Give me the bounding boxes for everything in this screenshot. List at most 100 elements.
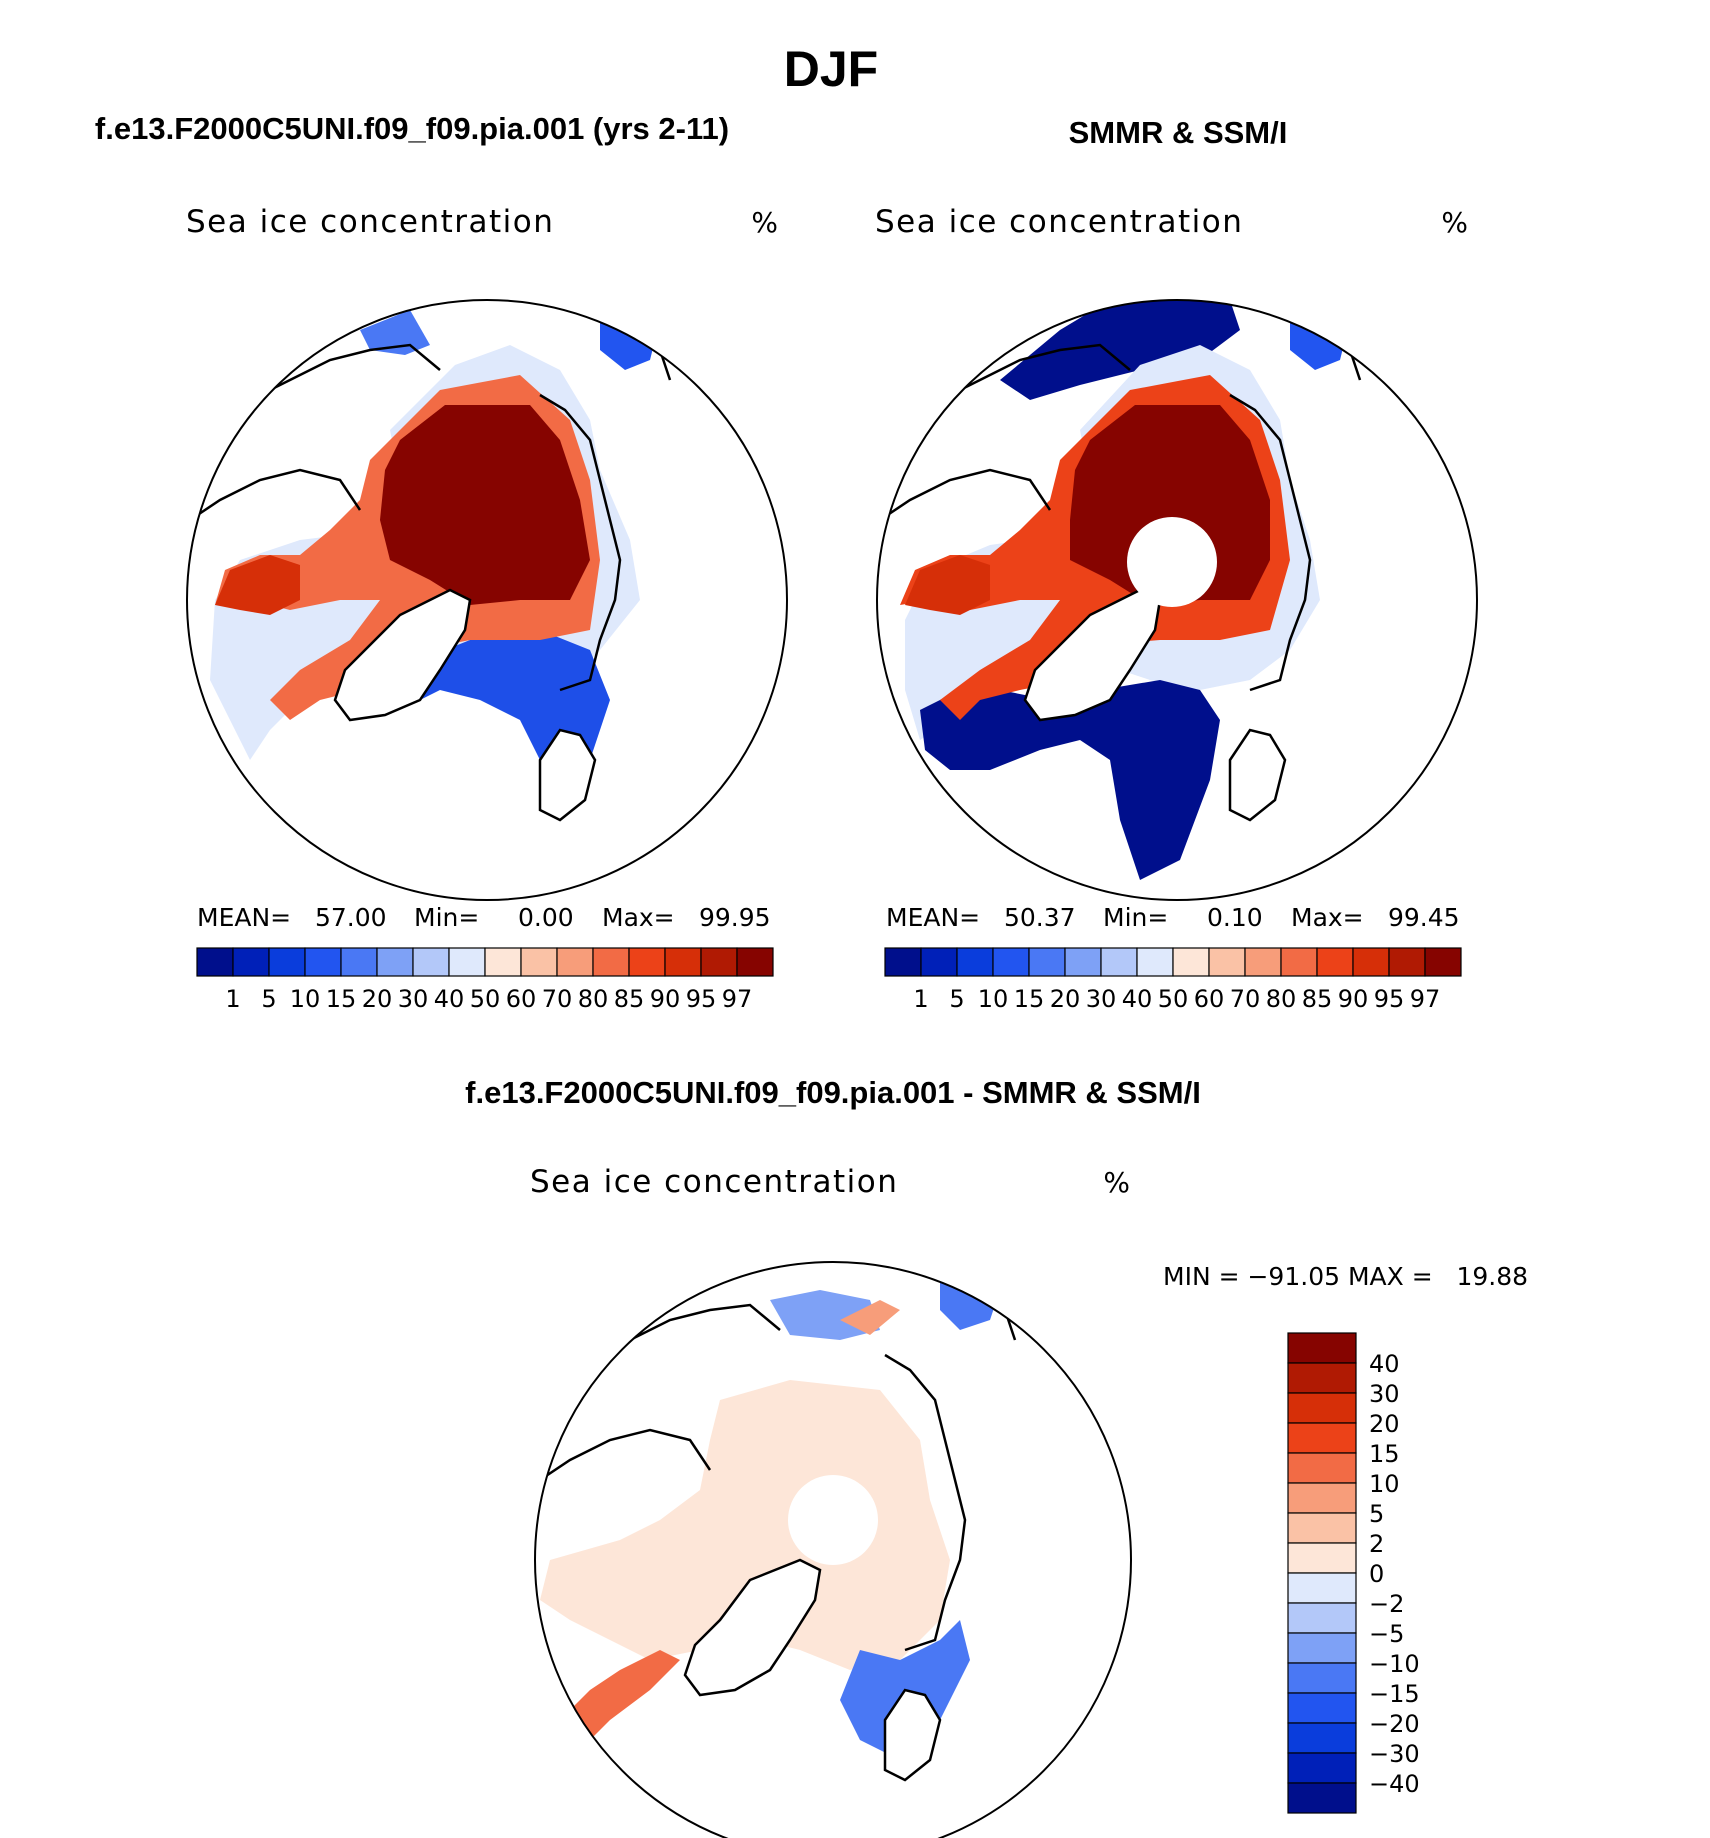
colorbar-tick-label: 90 [1338,985,1369,1013]
colorbar-box [1287,1782,1357,1814]
pole-hole [1127,517,1217,607]
model-map-border [186,299,788,901]
left-subtitle: Sea ice concentration [186,204,554,240]
colorbar-box [1287,1332,1357,1364]
model-max-label: Max= [602,903,675,932]
colorbar-box [556,947,594,977]
model-min-label: Min= [414,903,479,932]
diff-field-base [540,1380,950,1670]
right-subtitle: Sea ice concentration [875,204,1243,240]
colorbar-tick-label: 40 [1122,985,1153,1013]
colorbar-box [1287,1752,1357,1784]
left-units: % [751,206,778,239]
ice-field-hudson [905,555,990,615]
diff-field-blue-labrador [545,1740,590,1790]
coast-north-america [539,1428,712,1482]
colorbar-box [1136,947,1174,977]
land-greenland [683,1558,822,1697]
coast-eurasia [1229,393,1312,692]
colorbar-tick-label: −10 [1369,1650,1420,1678]
land-scandinavia [883,1688,942,1782]
colorbar-box [340,947,378,977]
colorbar-tick-label: 70 [542,985,573,1013]
colorbar-tick-label: 15 [326,985,357,1013]
colorbar-box [1388,947,1426,977]
colorbar-tick-label: −30 [1369,1740,1420,1768]
colorbar-box [920,947,958,977]
colorbar-box [1287,1482,1357,1514]
colorbar-tick-label: 0 [1369,1560,1384,1588]
obs-max-label: Max= [1291,903,1364,932]
coast-north-america [879,468,1052,522]
ice-field-hudson [215,555,300,615]
colorbar-tick-label: 20 [1369,1410,1400,1438]
colorbar-box [1352,947,1390,977]
colorbar-box [1287,1392,1357,1424]
colorbar-tick-label: 40 [434,985,465,1013]
colorbar-tick-label: 85 [614,985,645,1013]
obs-map [876,299,1478,901]
colorbar-box [268,947,306,977]
colorbar-tick-label: −5 [1369,1620,1404,1648]
colorbar-tick-label: 5 [261,985,276,1013]
diff-field-blue-pacific [770,1290,880,1340]
colorbar-tick-label: 5 [949,985,964,1013]
colorbar-box [1244,947,1282,977]
colorbar-box [232,947,270,977]
colorbar-tick-label: −2 [1369,1590,1404,1618]
diff-field-red-labrador [560,1650,680,1750]
coast-north-america [189,468,362,522]
coast-eurasia [539,393,622,692]
diff-units: % [1103,1166,1130,1199]
land-greenland [333,588,472,722]
obs-mean-label: MEAN= [886,903,980,932]
right-units: % [1441,206,1468,239]
coast-alaska [939,343,1131,402]
pole-hole [788,1475,878,1565]
colorbar-tick-label: 10 [978,985,1009,1013]
colorbar-box [1287,1602,1357,1634]
colorbar-box [884,947,922,977]
colorbar-box [1287,1722,1357,1754]
diff-field-red-bering [840,1300,900,1335]
colorbar-box [1287,1362,1357,1394]
colorbar-box [412,947,450,977]
colorbar-tick-label: −15 [1369,1680,1420,1708]
colorbar-box [1287,1542,1357,1574]
colorbar-box [956,947,994,977]
colorbar-tick-label: 80 [578,985,609,1013]
obs-colorbar: 1 5 10 15 20 30 40 50 60 70 80 85 90 95 97 [884,947,1462,1013]
colorbar-tick-label: 40 [1369,1350,1400,1378]
model-map [186,299,788,901]
colorbar-tick-label: 95 [1374,985,1405,1013]
colorbar-box [1287,1692,1357,1724]
obs-min-value: 0.10 [1207,903,1263,932]
colorbar-box [664,947,702,977]
colorbar-box [1316,947,1354,977]
colorbar-tick-label: 1 [225,985,240,1013]
model-mean-label: MEAN= [197,903,291,932]
colorbar-tick-label: 60 [1194,985,1225,1013]
model-mean-value: 57.00 [315,903,387,932]
colorbar-box [1100,947,1138,977]
ice-field-core [1070,405,1270,605]
diff-stats: MIN = −91.05 MAX = 19.88 [1163,1262,1528,1291]
land-scandinavia [1228,728,1287,822]
ice-field-nw-blue [1000,300,1240,400]
colorbar-box [1208,947,1246,977]
colorbar-tick-label: 2 [1369,1530,1384,1558]
diff-map [534,1261,1132,1838]
coast-alaska [249,343,441,402]
colorbar-tick-label: −20 [1369,1710,1420,1738]
obs-map-border [876,299,1478,901]
colorbar-tick-label: 95 [686,985,717,1013]
ice-field-okhotsk [1290,300,1350,370]
ice-field-bering [360,310,430,355]
colorbar-tick-label: 30 [1086,985,1117,1013]
colorbar-box [1287,1422,1357,1454]
model-max-value: 99.95 [699,903,771,932]
colorbar-box [736,947,774,977]
colorbar-tick-label: 30 [1369,1380,1400,1408]
